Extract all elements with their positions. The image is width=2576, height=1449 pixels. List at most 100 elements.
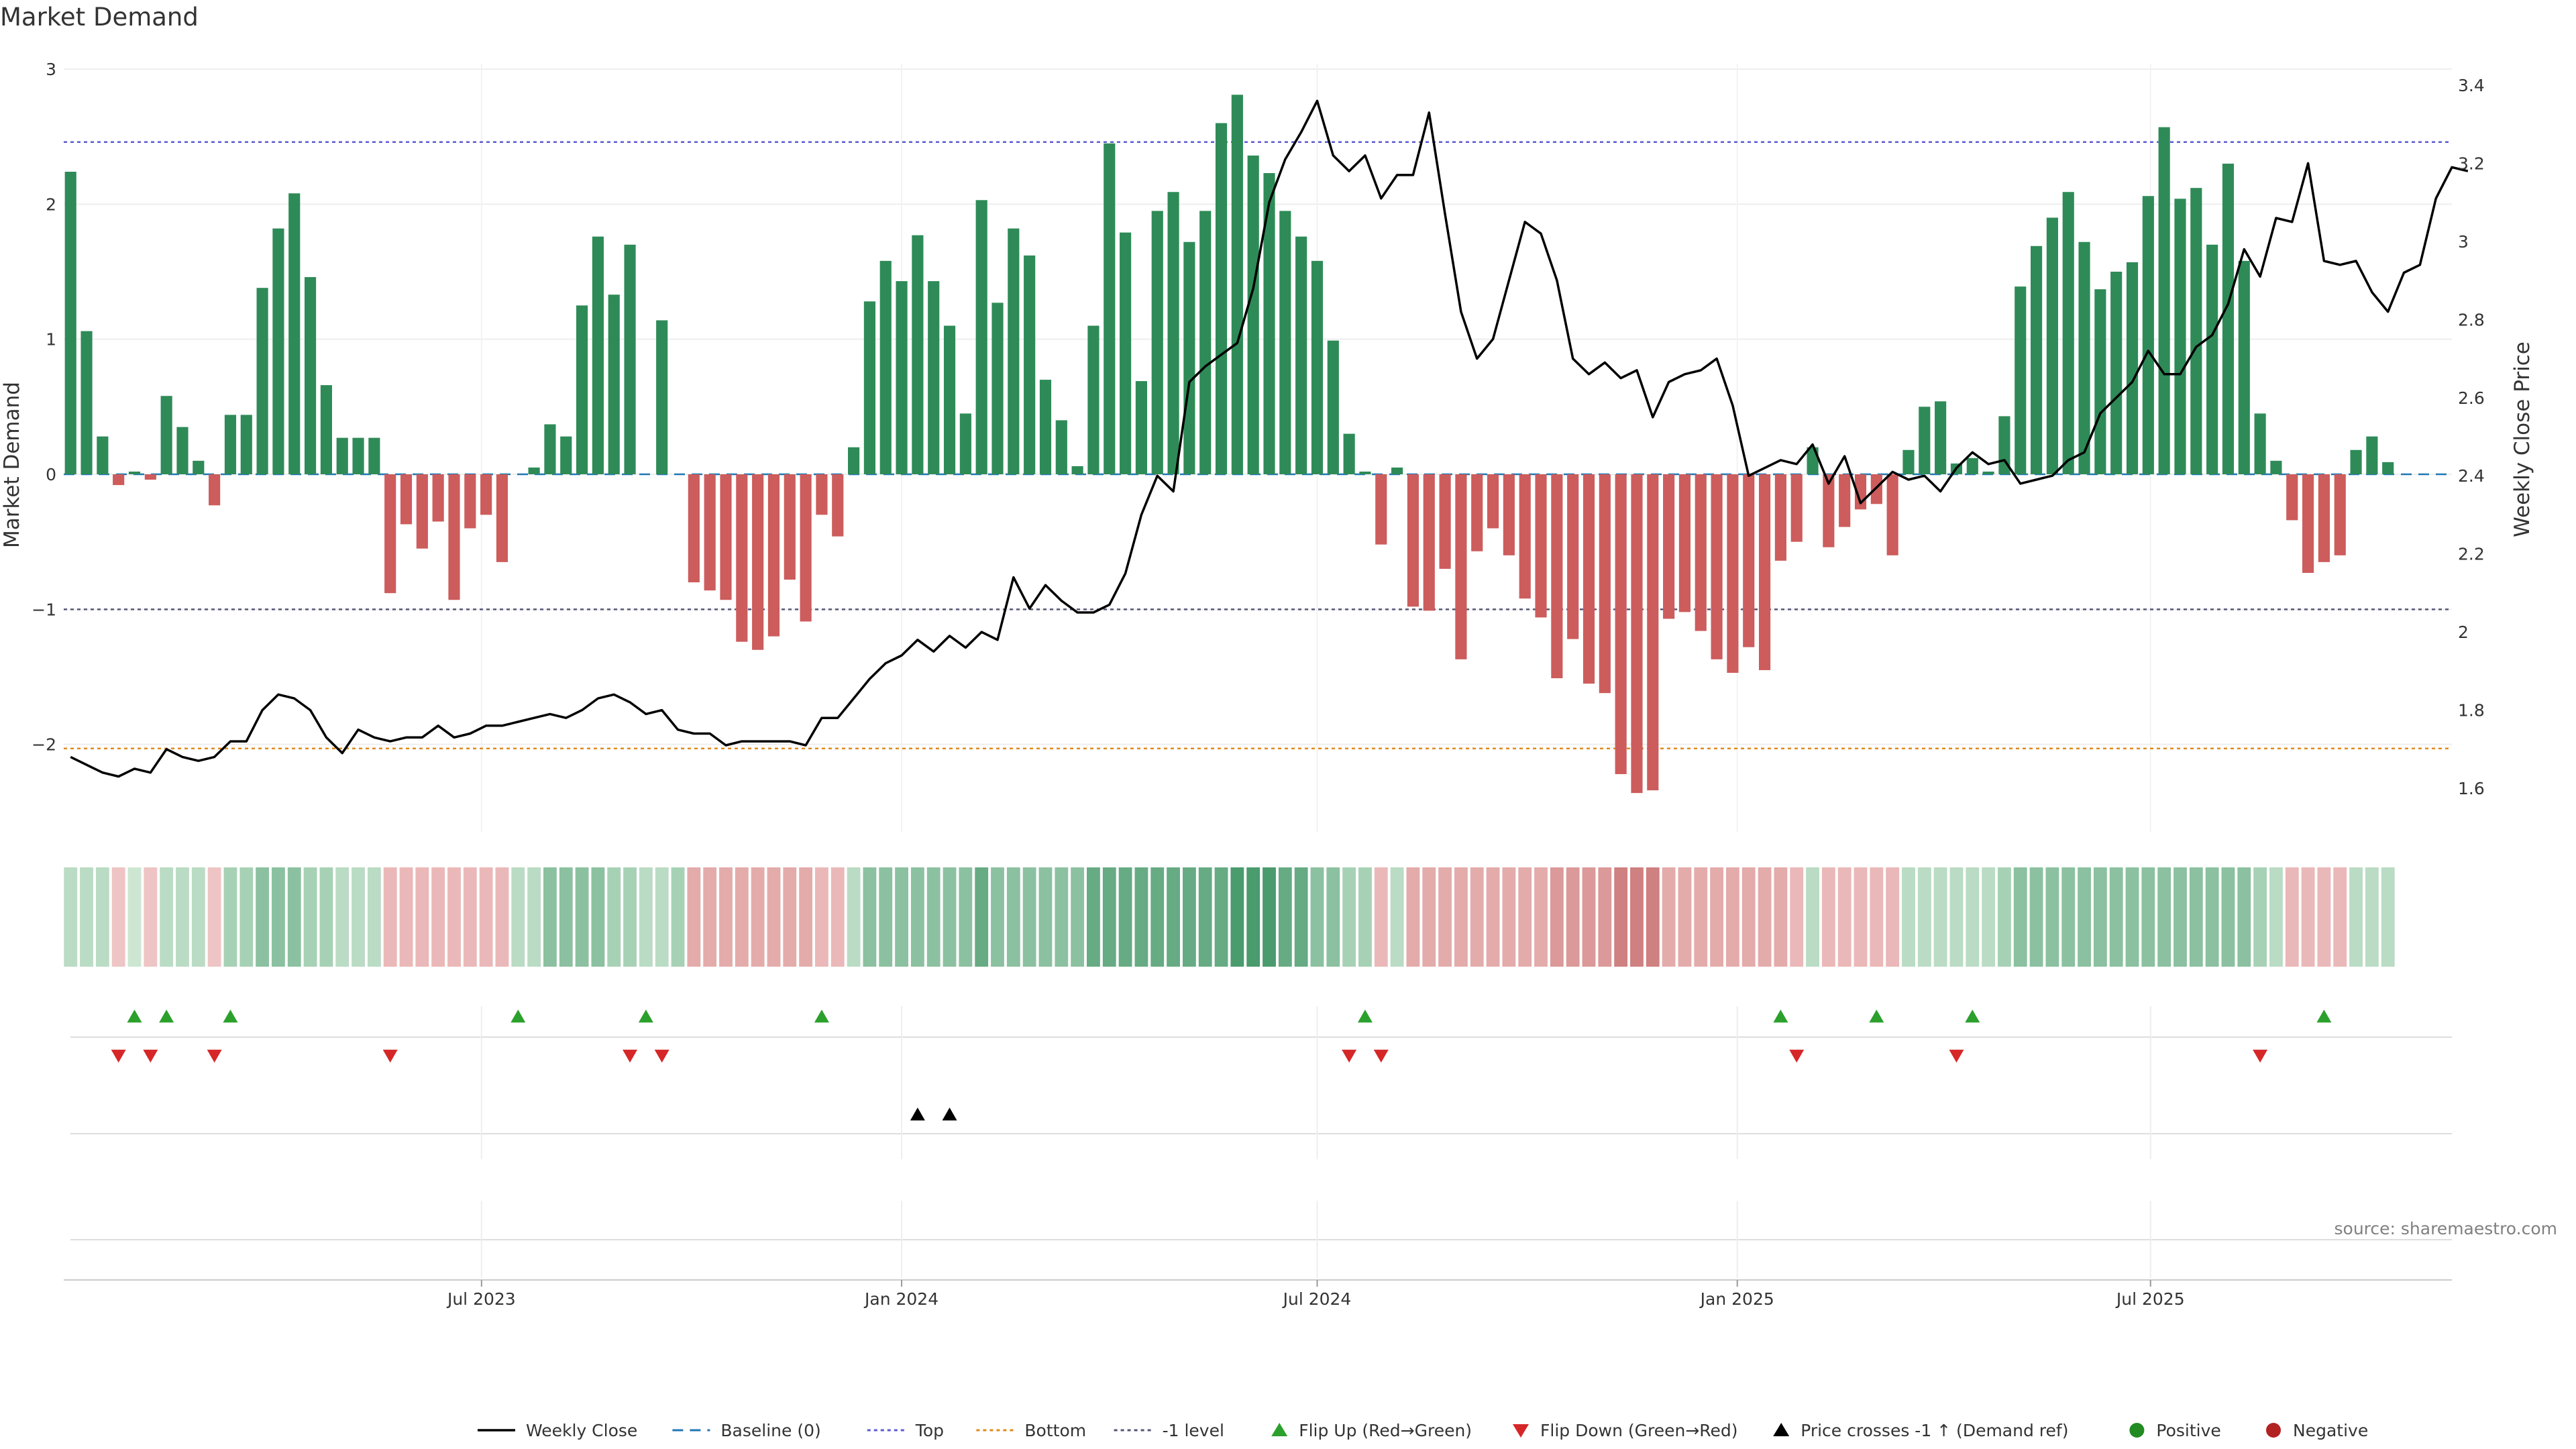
negative-demand-bar <box>1503 474 1515 555</box>
strip-cell <box>2317 867 2331 967</box>
positive-demand-bar <box>1039 380 1052 474</box>
flip-down-marker <box>382 1049 398 1063</box>
strip-cell <box>367 867 381 967</box>
strip-cell <box>1694 867 1708 967</box>
strip-cell <box>991 867 1004 967</box>
strip-cell <box>1966 867 1980 967</box>
positive-demand-bar <box>1902 449 1915 474</box>
strip-cell <box>1118 867 1132 967</box>
y2-tick-label: 2 <box>2458 623 2469 642</box>
strip-cell <box>383 867 397 967</box>
strip-cell <box>1406 867 1420 967</box>
negative-demand-bar <box>384 474 396 594</box>
positive-demand-bar <box>1183 241 1195 474</box>
strip-cell <box>2205 867 2219 967</box>
positive-demand-bar <box>608 294 620 474</box>
negative-demand-bar <box>752 474 764 650</box>
strip-cell <box>1917 867 1931 967</box>
strip-cell <box>223 867 237 967</box>
strip-cell <box>1614 867 1628 967</box>
negative-demand-bar <box>1678 474 1691 612</box>
positive-demand-bar <box>304 277 317 474</box>
y2-tick-label: 1.8 <box>2458 701 2485 720</box>
negative-demand-bar <box>1790 474 1803 542</box>
y-tick-label: 3 <box>46 60 56 79</box>
flip-down-marker <box>2253 1049 2268 1063</box>
flip-down-marker <box>207 1049 222 1063</box>
strip-cell <box>799 867 813 967</box>
positive-demand-bar <box>2062 192 2074 474</box>
chart-legend: Weekly Close Baseline (0) Top Bottom -1 leve… <box>478 1421 2368 1440</box>
price-cross-marker <box>942 1108 957 1121</box>
positive-demand-bar <box>1247 155 1259 474</box>
strip-cell <box>559 867 573 967</box>
negative-demand-bar <box>1551 474 1563 679</box>
strip-cell <box>751 867 765 967</box>
positive-demand-bar <box>1311 260 1324 474</box>
y2-axis-label: Weekly Close Price <box>2510 341 2534 537</box>
flip-down-marker <box>623 1049 638 1063</box>
strip-cell <box>2269 867 2283 967</box>
strip-cell <box>2333 867 2347 967</box>
strip-cell <box>1534 867 1548 967</box>
positive-demand-bar <box>848 447 860 474</box>
legend-label: Positive <box>2156 1421 2220 1440</box>
strip-cell <box>671 867 685 967</box>
strip-cell <box>2237 867 2251 967</box>
positive-demand-bar <box>2078 241 2090 474</box>
strip-cell <box>1342 867 1356 967</box>
negative-demand-bar <box>480 474 492 515</box>
negative-demand-bar <box>1535 474 1547 618</box>
strip-cell <box>431 867 445 967</box>
positive-demand-bar <box>1151 211 1163 474</box>
strip-cell <box>1087 867 1100 967</box>
strip-cell <box>959 867 973 967</box>
strip-cell <box>1646 867 1660 967</box>
strip-cell <box>256 867 270 967</box>
legend-label: Negative <box>2293 1421 2368 1440</box>
positive-demand-bar <box>1135 381 1148 474</box>
positive-demand-bar <box>272 228 284 474</box>
positive-demand-bar <box>943 325 956 474</box>
strip-cell <box>2093 867 2107 967</box>
strip-cell <box>1038 867 1053 967</box>
strip-cell <box>1182 867 1196 967</box>
negative-demand-bar <box>209 474 221 506</box>
negative-demand-bar <box>1439 474 1451 569</box>
strip-cell <box>2045 867 2059 967</box>
strip-cell <box>1470 867 1484 967</box>
flip-up-marker <box>159 1010 174 1023</box>
demand-intensity-strip <box>64 867 2395 967</box>
y-tick-label: 1 <box>46 330 56 350</box>
flip-up-marker <box>1773 1010 1788 1023</box>
strip-cell <box>1374 867 1388 967</box>
negative-demand-bar <box>1839 474 1851 527</box>
strip-cell <box>239 867 254 967</box>
strip-cell <box>687 867 701 967</box>
positive-demand-bar <box>2030 246 2043 474</box>
strip-cell <box>1102 867 1116 967</box>
strip-cell <box>719 867 733 967</box>
negative-demand-bar <box>1870 474 1882 504</box>
negative-demand-bar <box>144 474 156 480</box>
positive-demand-bar <box>80 331 93 474</box>
strip-cell <box>80 867 93 967</box>
negative-demand-bar <box>688 474 700 583</box>
strip-cell <box>1263 867 1276 967</box>
negative-demand-bar <box>1823 474 1835 547</box>
positive-demand-bar <box>2270 460 2282 474</box>
legend-swatch <box>2266 1423 2281 1438</box>
negative-demand-bar <box>736 474 748 642</box>
positive-demand-bar <box>1263 173 1275 474</box>
strip-cell <box>1438 867 1452 967</box>
legend-label: Price crosses -1 ↑ (Demand ref) <box>1801 1421 2068 1440</box>
positive-demand-bar <box>1295 236 1307 474</box>
strip-cell <box>1998 867 2011 967</box>
strip-cell <box>926 867 941 967</box>
negative-demand-bar <box>1455 474 1467 659</box>
positive-demand-bar <box>1055 420 1067 474</box>
y-axis-label: Market Demand <box>0 382 24 548</box>
positive-demand-bar <box>592 236 604 474</box>
y-tick-label: −2 <box>32 735 56 755</box>
